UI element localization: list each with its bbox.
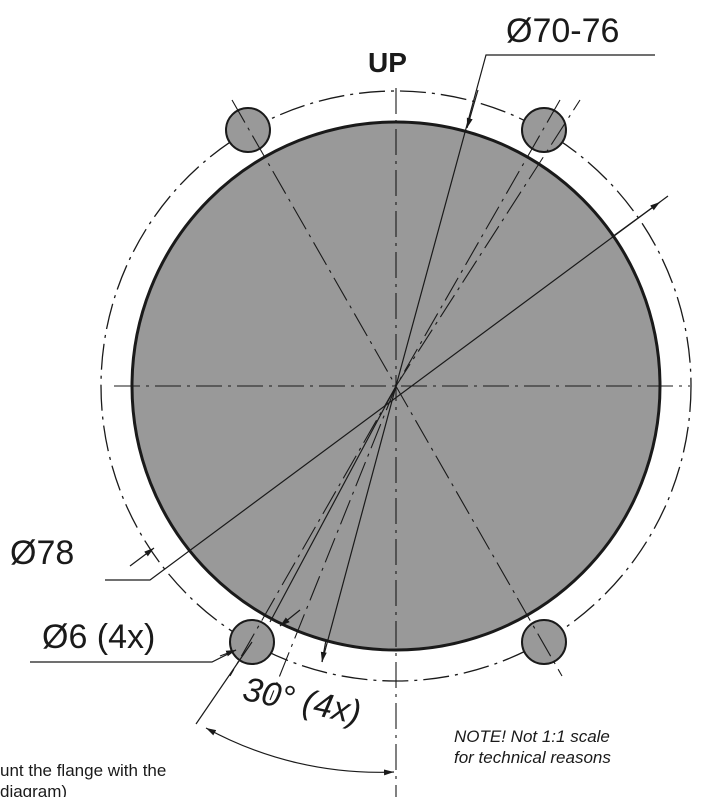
note-line-2: for technical reasons [454, 748, 611, 767]
mounting-hole-top-left [225, 107, 271, 153]
pcd-label: Ø78 [10, 534, 74, 572]
mounting-hole-top-right [521, 107, 567, 153]
dimension-lines [30, 54, 669, 776]
angle-label: 30° (4x) [240, 670, 365, 732]
note-line-1: NOTE! Not 1:1 scale [454, 727, 610, 746]
hole-label: Ø6 (4x) [42, 618, 155, 656]
outer-diameter-label: Ø70-76 [506, 12, 619, 50]
up-label: UP [368, 47, 407, 78]
cut-text-line-2: diagram) [0, 782, 67, 797]
cut-text-line-1: unt the flange with the [0, 761, 166, 780]
mounting-hole-bottom-right [521, 619, 567, 665]
